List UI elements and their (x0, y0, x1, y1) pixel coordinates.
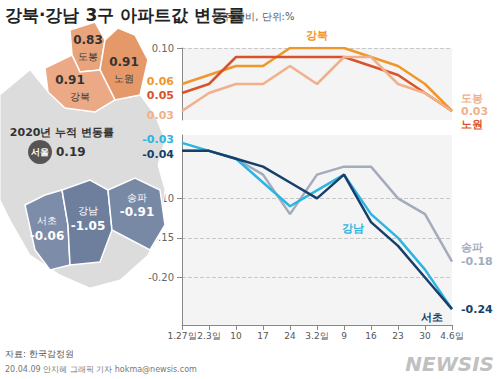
svg-text:NEWSIS: NEWSIS (405, 352, 494, 376)
svg-text:강북·강남 3구 아파트값 변동률: 강북·강남 3구 아파트값 변동률 (5, 5, 245, 25)
svg-text:전주 대비, 단위:%: 전주 대비, 단위:% (212, 11, 294, 22)
svg-text:20.04.09 안지혜 그래픽 기자 hokma@news: 20.04.09 안지혜 그래픽 기자 hokma@newsis.com (5, 365, 197, 374)
svg-text:30: 30 (419, 331, 431, 341)
svg-text:노원: 노원 (461, 118, 483, 131)
svg-text:0.06: 0.06 (147, 75, 174, 88)
svg-text:강남: 강남 (342, 222, 364, 235)
svg-text:2.3일: 2.3일 (197, 331, 220, 341)
svg-text:송파: 송파 (461, 241, 483, 254)
svg-text:23: 23 (392, 331, 403, 341)
svg-text:노원: 노원 (114, 73, 134, 84)
svg-text:강북: 강북 (306, 29, 328, 42)
svg-text:-0.03: -0.03 (142, 133, 174, 146)
svg-text:0.91: 0.91 (55, 73, 85, 87)
svg-text:서초: 서초 (421, 311, 443, 324)
svg-text:송파: 송파 (127, 192, 147, 203)
svg-text:24: 24 (284, 331, 296, 341)
svg-text:-0.91: -0.91 (120, 205, 155, 219)
svg-text:9: 9 (341, 331, 347, 341)
svg-text:4.6일: 4.6일 (440, 331, 463, 341)
svg-text:17: 17 (257, 331, 268, 341)
svg-text:-0.24: -0.24 (461, 303, 493, 316)
svg-text:-0.20: -0.20 (148, 272, 174, 283)
svg-text:2020년 누적 변동률: 2020년 누적 변동률 (10, 126, 114, 139)
svg-text:-0.18: -0.18 (461, 255, 493, 268)
svg-text:0.03: 0.03 (147, 109, 174, 122)
svg-text:강북: 강북 (70, 91, 90, 102)
svg-text:0.03: 0.03 (461, 105, 488, 118)
svg-text:서울: 서울 (31, 147, 49, 157)
svg-text:0.10: 0.10 (152, 43, 174, 54)
svg-text:도봉: 도봉 (78, 51, 98, 62)
svg-text:도봉: 도봉 (461, 92, 483, 105)
svg-text:-0.04: -0.04 (142, 148, 174, 161)
svg-text:3.2일: 3.2일 (305, 331, 328, 341)
svg-text:0.19: 0.19 (56, 145, 86, 159)
svg-text:0.83: 0.83 (73, 33, 103, 47)
svg-text:강남: 강남 (78, 205, 98, 216)
svg-text:10: 10 (230, 331, 242, 341)
svg-text:0.05: 0.05 (147, 89, 174, 102)
svg-text:1.27일: 1.27일 (167, 331, 196, 341)
svg-text:-1.05: -1.05 (71, 219, 106, 233)
svg-text:-0.06: -0.06 (30, 229, 65, 243)
svg-text:0.91: 0.91 (109, 55, 139, 69)
svg-text:자료: 한국감정원: 자료: 한국감정원 (5, 349, 74, 359)
svg-text:서초: 서초 (37, 215, 57, 226)
svg-text:16: 16 (365, 331, 377, 341)
svg-text:-0.15: -0.15 (148, 232, 174, 244)
